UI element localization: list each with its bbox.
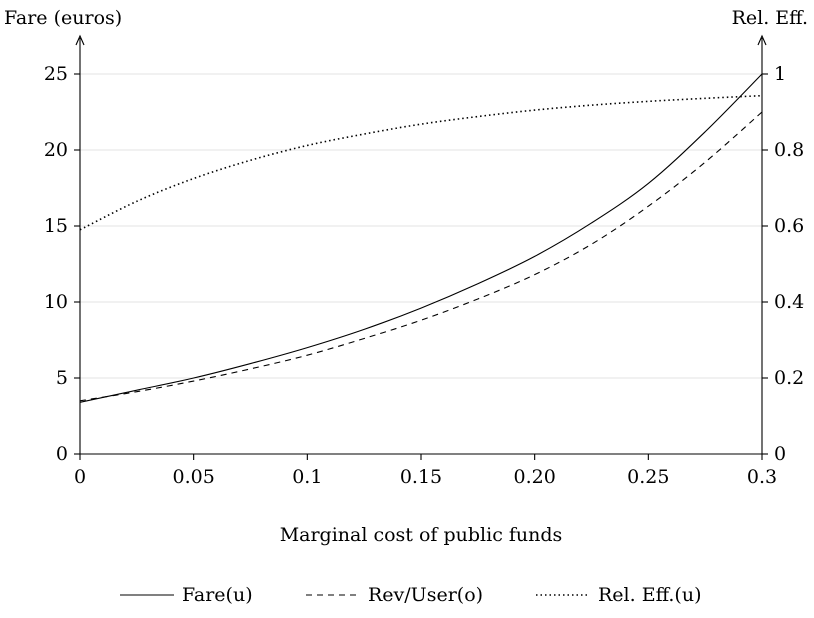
left-y-tick-label: 20 [44,139,68,161]
left-y-tick-label: 5 [56,367,68,389]
x-tick-label: 0.20 [514,466,556,488]
x-tick-label: 0.1 [292,466,322,488]
x-tick-label: 0.25 [627,466,669,488]
left-y-tick-label: 10 [44,291,68,313]
x-tick-label: 0.05 [173,466,215,488]
legend-label-rel-eff: Rel. Eff.(u) [598,584,702,606]
right-y-tick-label: 0.8 [774,139,804,161]
right-y-axis-arrow-icon [757,34,767,46]
legend-item-rel-eff: Rel. Eff.(u) [536,584,702,606]
right-y-tick-label: 0 [774,443,786,465]
legend-item-rev-user: Rev/User(o) [306,584,483,606]
left-y-tick-label: 0 [56,443,68,465]
series-line-rel-eff [79,94,763,231]
series-lines [79,73,763,403]
legend-item-fare: Fare(u) [120,584,253,606]
left-y-tick-label: 15 [44,215,68,237]
right-y-tick-label: 0.2 [774,367,804,389]
legend-label-rev-user: Rev/User(o) [368,584,483,606]
legend: Fare(u) Rev/User(o) Rel. Eff.(u) [120,584,702,606]
right-y-tick-label: 0.6 [774,215,804,237]
x-tick-label: 0.3 [747,466,777,488]
left-y-tick-label: 25 [44,63,68,85]
left-y-axis-arrow-icon [75,34,85,46]
x-axis-title: Marginal cost of public funds [280,524,563,546]
left-y-axis-title: Fare (euros) [4,7,122,29]
right-y-tick-label: 0.4 [774,291,804,313]
legend-label-fare: Fare(u) [182,584,253,606]
grid-lines [80,73,762,379]
x-tick-label: 0.15 [400,466,442,488]
axes [75,34,767,455]
right-y-axis-title: Rel. Eff. [732,7,808,29]
x-tick-label: 0 [74,466,86,488]
series-line-rev-user [79,111,763,402]
right-y-tick-label: 1 [774,63,786,85]
series-line-fare [79,73,763,403]
